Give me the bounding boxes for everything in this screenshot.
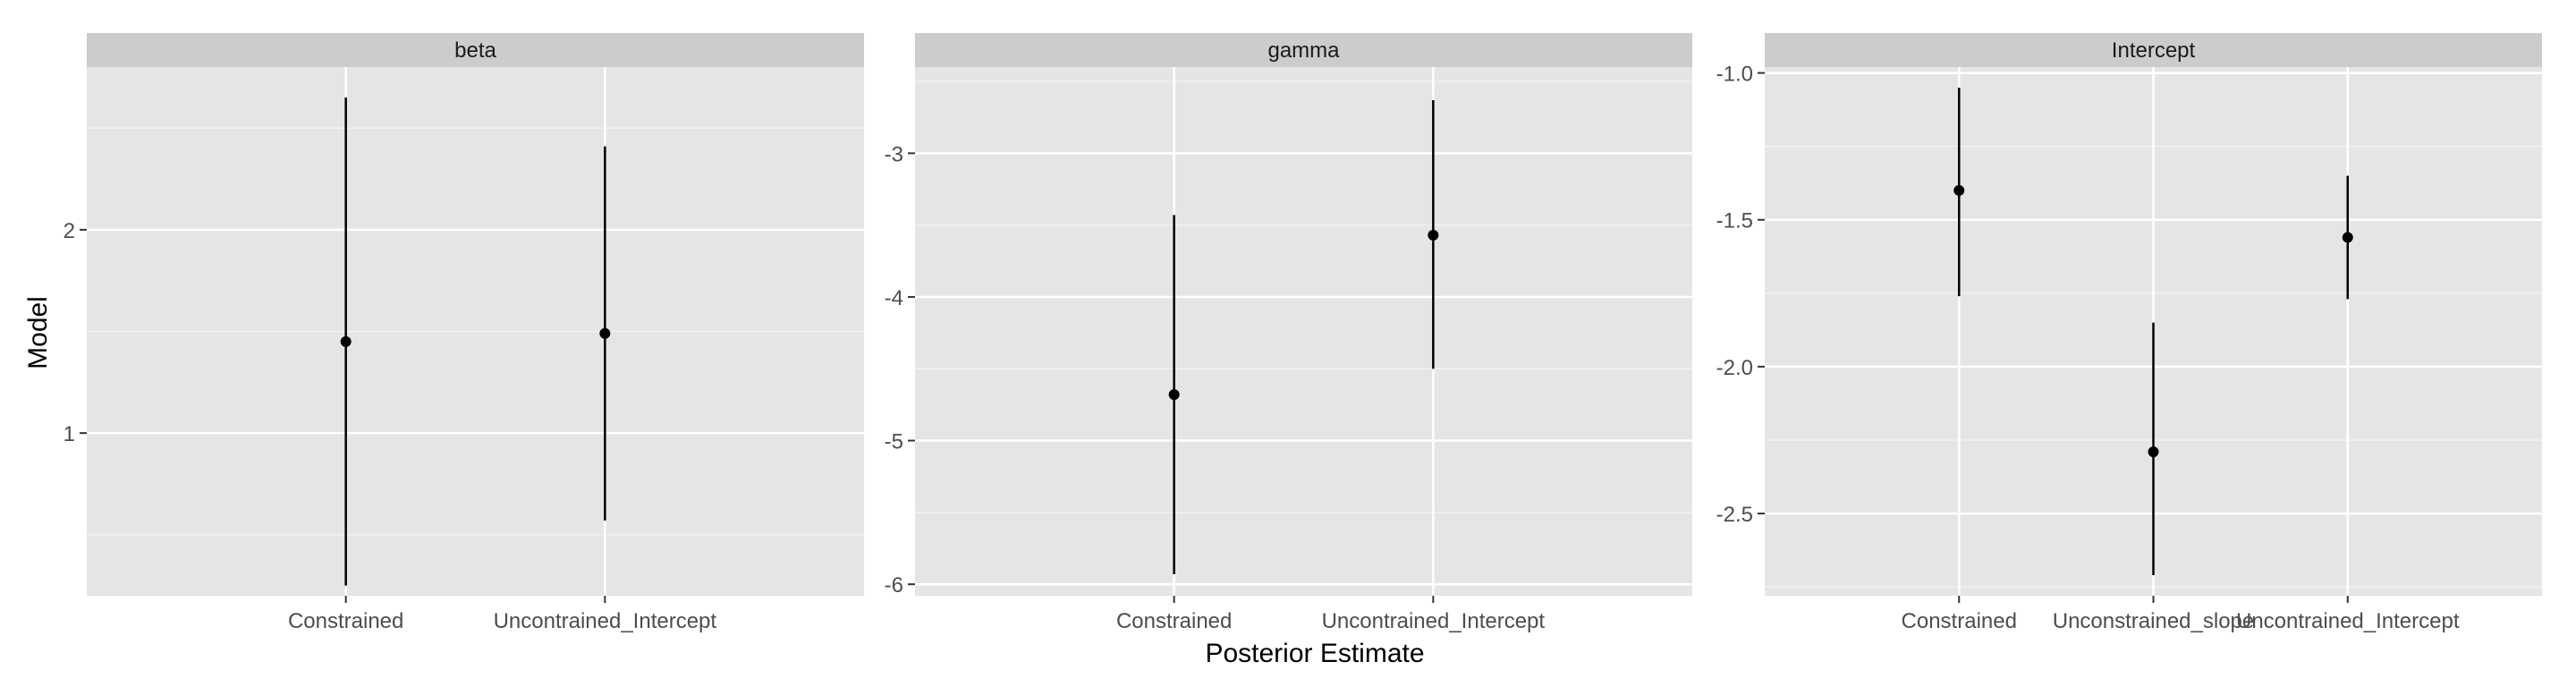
facet-strip-label: gamma xyxy=(1267,38,1340,63)
y-tick-label: 1 xyxy=(64,422,75,446)
y-tick-label: -1.0 xyxy=(1716,63,1753,87)
x-tick-label: Constrained xyxy=(288,609,403,633)
facet-strip-label: beta xyxy=(454,38,496,63)
y-tick-label: -2.5 xyxy=(1716,503,1753,527)
facet-panel-beta: beta 1 2 Constrained Uncontrained_Intercept xyxy=(64,33,864,633)
estimate-point xyxy=(340,335,352,347)
x-tick-label: Uncontrained_Intercept xyxy=(494,609,717,633)
estimate-point xyxy=(599,327,611,339)
x-tick-label: Unconstrained_slope xyxy=(2053,609,2254,633)
facet-panel-intercept: Intercept -2.5 -2.0 -1.5 -1.0 Constrained Unco… xyxy=(1716,33,2542,633)
x-axis-title: Posterior Estimate xyxy=(1205,639,1424,668)
y-tick-label: -6 xyxy=(885,573,903,598)
panel-background xyxy=(915,67,1692,596)
facet-strip-label: Intercept xyxy=(2112,38,2196,63)
y-tick-label: -1.5 xyxy=(1716,209,1753,233)
estimate-point xyxy=(1953,184,1965,196)
x-tick-label: Constrained xyxy=(1116,609,1232,633)
facet-strip xyxy=(87,33,864,67)
y-tick-label: -5 xyxy=(885,430,903,454)
y-tick-label: 2 xyxy=(64,219,75,243)
x-tick-label: Uncontrained_Intercept xyxy=(1322,609,1546,633)
y-tick-label: -3 xyxy=(885,142,903,166)
y-tick-label: -4 xyxy=(885,286,903,310)
x-tick-label: Constrained xyxy=(1902,609,2017,633)
estimate-point xyxy=(2342,232,2353,243)
y-tick-label: -2.0 xyxy=(1716,356,1753,380)
facet-strip xyxy=(915,33,1692,67)
estimate-point xyxy=(2148,446,2159,458)
x-tick-label: Uncontrained_Intercept xyxy=(2236,609,2460,633)
y-axis-title: Model xyxy=(23,296,53,369)
estimate-point xyxy=(1428,229,1439,241)
estimate-point xyxy=(1168,389,1180,401)
facet-panel-gamma: gamma -6 -5 -4 -3 Constrained Uncontrained_Int… xyxy=(885,33,1692,633)
facet-strip xyxy=(1765,33,2542,67)
